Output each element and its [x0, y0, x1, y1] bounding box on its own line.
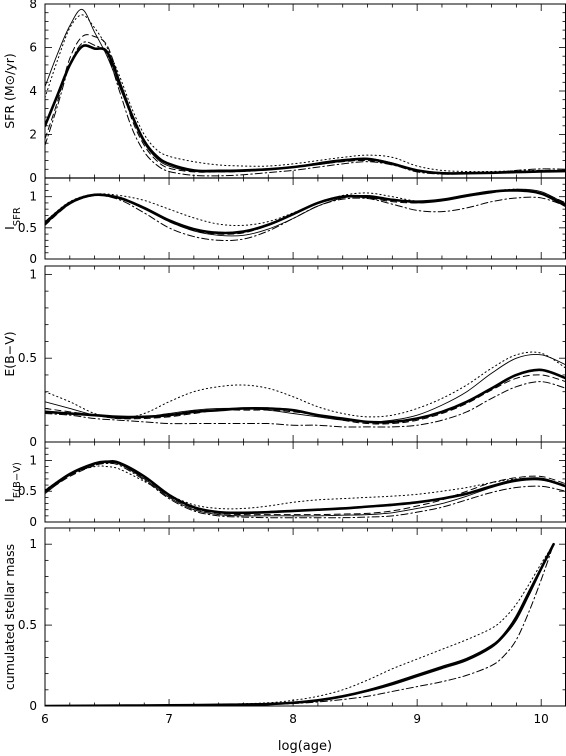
x-tick-label: 7 — [165, 712, 173, 726]
series-group — [45, 351, 566, 428]
y-tick-label: 0 — [29, 171, 37, 185]
y-tick-label: 0 — [29, 435, 37, 449]
y-axis-label: cumulated stellar mass — [2, 544, 17, 690]
y-axis-label: SFR (M⊙/yr) — [2, 53, 17, 129]
y-tick-label: 1 — [29, 453, 37, 467]
series-line-dotted — [45, 351, 566, 420]
panel-3: 0 0.5 1 IE(B−V) — [2, 441, 566, 529]
y-tick-label: 2 — [29, 128, 37, 142]
series-line-dashdot — [45, 462, 566, 519]
series-line-solid-thin — [45, 543, 555, 706]
series-line-dotted — [45, 14, 566, 173]
x-tick-label: 9 — [413, 712, 421, 726]
series-line-solid-thick — [45, 44, 566, 175]
series-line-dashdot — [45, 543, 555, 706]
y-tick-label: 1 — [29, 537, 37, 551]
x-axis-label: log(age) — [278, 739, 332, 754]
y-tick-label: 0.5 — [18, 484, 37, 498]
series-group — [45, 542, 555, 706]
y-tick-label: 0 — [29, 699, 37, 713]
panel-frame — [44, 177, 566, 260]
y-tick-label: 0.5 — [18, 221, 37, 235]
panel-4: 0 0.5 1 6 7 8 9 10 cumulated stellar mass — [2, 527, 566, 726]
y-tick-label: 1 — [29, 190, 37, 204]
series-line-dashdot — [45, 381, 566, 428]
y-tick-label: 0.5 — [18, 618, 37, 632]
series-line-solid-thin — [45, 188, 566, 237]
series-line-solid-thick — [45, 368, 566, 424]
panel-1: 0 0.5 1 ISFR — [2, 177, 566, 266]
series-group — [45, 460, 566, 519]
x-tick-label: 8 — [289, 712, 297, 726]
y-axis-label: ISFR — [2, 207, 23, 230]
panel-frame — [44, 527, 566, 707]
series-group — [45, 188, 566, 242]
panel-0: 0 2 4 6 8 SFR (M⊙/yr) — [2, 0, 566, 185]
series-line-solid-thick — [45, 189, 566, 235]
series-line-dotted — [45, 465, 566, 510]
x-tick-label: 6 — [41, 712, 49, 726]
series-line-solid-thick — [45, 542, 555, 706]
y-tick-label: 4 — [29, 84, 37, 98]
series-line-dotted — [45, 543, 555, 706]
y-tick-label: 1 — [29, 267, 37, 281]
series-line-dashdot — [45, 41, 566, 177]
series-group — [45, 8, 566, 177]
y-tick-label: 6 — [29, 41, 37, 55]
x-tick-label: 10 — [534, 712, 549, 726]
y-tick-label: 0 — [29, 515, 37, 529]
series-line-solid-thick — [45, 460, 566, 515]
y-axis-label: IE(B−V) — [2, 462, 23, 502]
series-line-dashdot — [45, 194, 566, 242]
series-line-dashed — [45, 543, 555, 706]
series-line-dashed — [45, 462, 566, 516]
y-axis-label: E(B−V) — [2, 331, 17, 376]
y-tick-label: 0 — [29, 252, 37, 266]
y-tick-label: 0.5 — [18, 351, 37, 365]
panel-2: 0 0.5 1 E(B−V) — [2, 265, 566, 449]
y-tick-label: 8 — [29, 0, 37, 11]
